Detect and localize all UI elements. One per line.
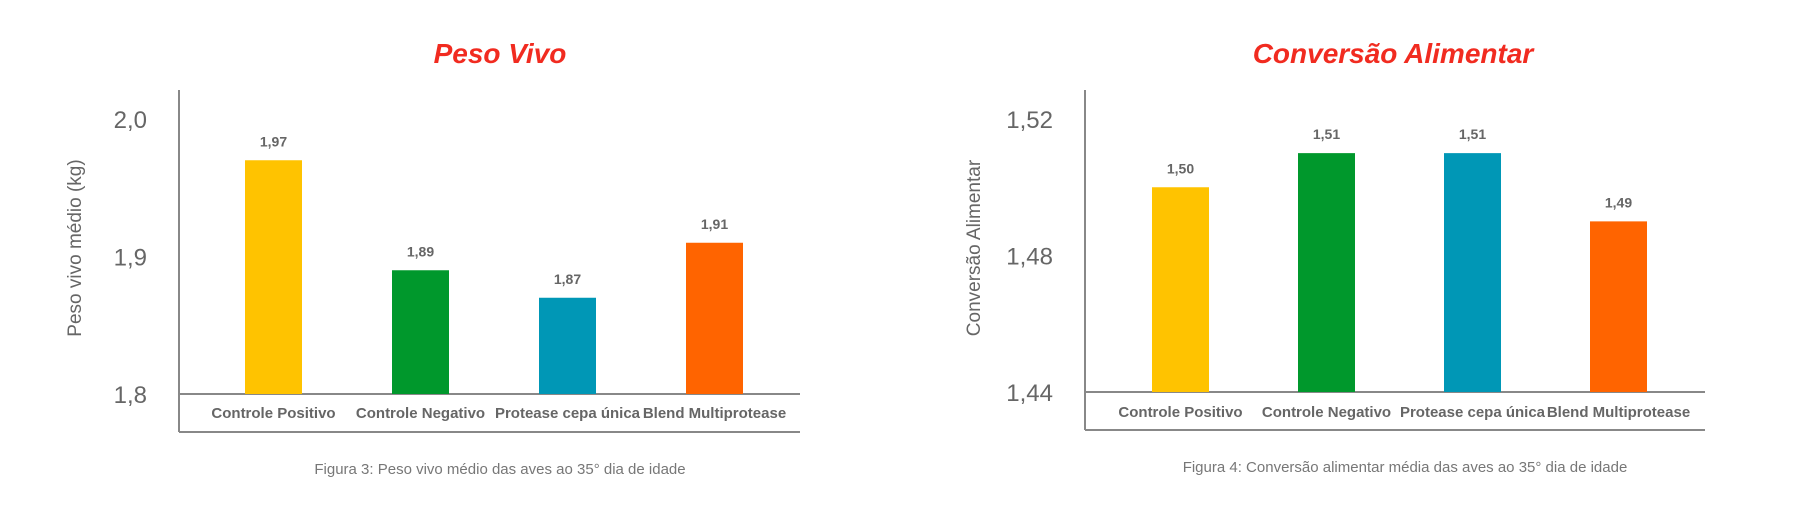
data-label: 1,97	[260, 133, 287, 149]
chart-title: Peso Vivo	[434, 38, 567, 69]
y-tick-label: 2,0	[114, 107, 147, 134]
y-tick-label: 1,52	[1006, 107, 1053, 134]
chart-peso-vivo-svg: Peso Vivo Peso vivo médio (kg) 1,8 1,9 2,0…	[65, 38, 800, 478]
figure-caption: Figura 3: Peso vivo médio das aves ao 35…	[314, 461, 685, 478]
bar	[1152, 187, 1209, 392]
chart-marks: 1,8 1,9 2,0 1,97 Controle Positivo 1,89 Contro…	[114, 90, 800, 433]
data-label: 1,49	[1605, 194, 1632, 210]
bar	[1298, 153, 1355, 392]
y-axis-label: Peso vivo médio (kg)	[65, 159, 86, 336]
y-axis-label: Conversão Alimentar	[964, 159, 985, 336]
data-label: 1,89	[407, 243, 434, 259]
y-tick-label: 1,9	[114, 245, 147, 272]
category-label: Controle Positivo	[1118, 404, 1242, 421]
category-label: Protease cepa única	[495, 405, 641, 422]
y-tick-label: 1,44	[1006, 380, 1053, 407]
data-label: 1,51	[1459, 126, 1486, 142]
data-label: 1,50	[1167, 160, 1194, 176]
category-label: Controle Positivo	[211, 405, 335, 422]
data-label: 1,87	[554, 271, 581, 287]
category-label: Protease cepa única	[1400, 404, 1546, 421]
bar	[539, 297, 596, 394]
bar	[392, 270, 449, 394]
figure-caption: Figura 4: Conversão alimentar média das …	[1183, 459, 1628, 476]
bar	[686, 242, 743, 394]
category-label: Controle Negativo	[356, 405, 485, 422]
bar	[245, 160, 302, 394]
chart-conversao-alimentar-svg: Conversão Alimentar Conversão Alimentar …	[964, 38, 1705, 476]
chart-marks: 1,44 1,48 1,52 1,50 Controle Positivo 1,51 Con…	[1006, 90, 1705, 431]
y-tick-label: 1,48	[1006, 244, 1053, 271]
data-label: 1,51	[1313, 126, 1340, 142]
category-label: Blend Multiprotease	[1547, 404, 1690, 421]
chart-peso-vivo: Peso Vivo Peso vivo médio (kg) 1,8 1,9 2,0…	[0, 0, 900, 521]
chart-conversao-alimentar: Conversão Alimentar Conversão Alimentar …	[900, 0, 1800, 521]
data-label: 1,91	[701, 216, 728, 232]
category-label: Blend Multiprotease	[643, 405, 786, 422]
bar	[1444, 153, 1501, 392]
bar	[1590, 221, 1647, 392]
chart-title: Conversão Alimentar	[1253, 38, 1536, 69]
y-tick-label: 1,8	[114, 382, 147, 409]
category-label: Controle Negativo	[1262, 404, 1391, 421]
